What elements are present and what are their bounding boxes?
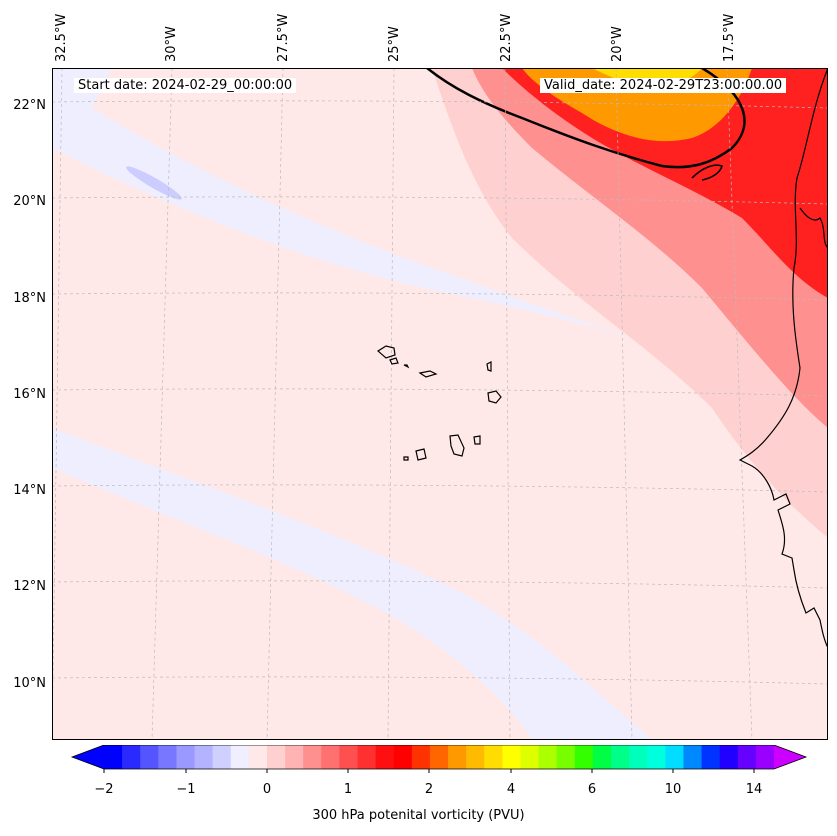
lat-label-12n: 12°N	[13, 579, 46, 594]
pv-contour-light-pink-lower	[52, 468, 532, 740]
colorbar-tick-label: 10	[664, 782, 682, 797]
island-santo-antao	[376, 345, 396, 359]
colorbar-swatch	[321, 745, 340, 769]
lon-label-27-5w: 27.5°W	[276, 13, 291, 62]
colorbar-extend-low	[72, 745, 104, 769]
colorbar-swatch	[266, 745, 286, 769]
colorbar-swatch	[285, 745, 304, 769]
colorbar-swatch	[683, 745, 703, 769]
lon-label-25w: 25°W	[387, 26, 402, 62]
island-sal	[486, 361, 492, 372]
colorbar-swatch	[484, 745, 503, 769]
island-santa-luzia	[403, 364, 410, 369]
island-fogo	[415, 448, 427, 461]
colorbar-swatch	[737, 745, 757, 769]
colorbar-swatch	[339, 745, 359, 769]
graticule	[52, 68, 828, 740]
lon-label-30w: 30°W	[164, 26, 179, 62]
island-maio	[473, 435, 481, 445]
pv-map	[52, 68, 828, 740]
valid-date-label: Valid_date: 2024-02-29T23:00:00.00	[540, 78, 787, 93]
colorbar-swatch	[176, 745, 196, 769]
colorbar-swatch	[502, 745, 521, 769]
colorbar-swatch	[140, 745, 159, 769]
island-santiago	[449, 434, 465, 457]
colorbar-swatch	[194, 745, 214, 769]
colorbar-tick-label: 0	[262, 782, 272, 797]
colorbar-swatch	[466, 745, 485, 769]
colorbar-swatch	[393, 745, 413, 769]
lon-label-22-5w: 22.5°W	[499, 13, 514, 62]
colorbar-swatch	[212, 745, 232, 769]
colorbar-tick-label: 6	[587, 782, 597, 797]
colorbar-tick-label: −1	[176, 782, 196, 797]
colorbar-swatch	[429, 745, 449, 769]
colorbar-swatch	[230, 745, 250, 769]
lat-label-20n: 20°N	[13, 194, 46, 209]
colorbar-swatch	[248, 745, 268, 769]
colorbar-swatch	[592, 745, 612, 769]
colorbar-extend-high	[774, 745, 806, 769]
colorbar-swatch	[375, 745, 395, 769]
colorbar-swatch	[647, 745, 666, 769]
colorbar-swatch	[104, 745, 123, 769]
colorbar-tick-label: 1	[343, 782, 353, 797]
islands	[376, 345, 502, 461]
colorbar-tick-label: 4	[506, 782, 516, 797]
africa-inlet	[799, 207, 828, 249]
start-date-label: Start date: 2024-02-29_00:00:00	[74, 78, 297, 93]
colorbar-tick-label: −2	[94, 782, 114, 797]
pv-contour-blue-patch	[126, 166, 182, 200]
colorbar-swatch	[303, 745, 322, 769]
colorbar-swatch	[755, 745, 775, 769]
colorbar	[70, 745, 808, 773]
pv-contour-2pvu-line	[426, 68, 746, 169]
colorbar-swatch	[556, 745, 576, 769]
lat-label-10n: 10°N	[13, 676, 46, 691]
pv-contour-light-pink	[52, 148, 828, 740]
colorbar-swatch	[701, 745, 721, 769]
lon-label-17-5w: 17.5°W	[722, 13, 737, 62]
africa-bump	[691, 164, 723, 181]
colorbar-swatch	[629, 745, 648, 769]
colorbar-swatch	[122, 745, 141, 769]
colorbar-swatch	[719, 745, 739, 769]
map-frame	[52, 68, 828, 740]
island-sao-nicolau	[418, 370, 438, 378]
colorbar-swatch	[411, 745, 431, 769]
colorbar-swatch	[574, 745, 594, 769]
colorbar-tick-label: 14	[745, 782, 763, 797]
lat-label-18n: 18°N	[13, 291, 46, 306]
lat-label-14n: 14°N	[13, 483, 46, 498]
island-boa-vista	[487, 390, 502, 404]
colorbar-tick-label: 2	[424, 782, 434, 797]
lon-label-32-5w: 32.5°W	[54, 13, 69, 62]
colorbar-title: 300 hPa potenital vorticity (PVU)	[312, 808, 525, 823]
island-brava	[403, 456, 409, 461]
colorbar-swatch	[158, 745, 177, 769]
colorbar-swatch	[357, 745, 377, 769]
colorbar-swatch	[538, 745, 558, 769]
lat-label-22n: 22°N	[13, 98, 46, 113]
island-sao-vicente	[389, 357, 399, 365]
lat-label-16n: 16°N	[13, 387, 46, 402]
africa-coastline	[738, 68, 828, 649]
colorbar-swatch	[520, 745, 540, 769]
colorbar-swatch	[611, 745, 630, 769]
pv-contour-red	[502, 68, 828, 298]
colorbar-swatch	[448, 745, 467, 769]
colorbar-swatch	[665, 745, 684, 769]
lon-label-20w: 20°W	[610, 26, 625, 62]
